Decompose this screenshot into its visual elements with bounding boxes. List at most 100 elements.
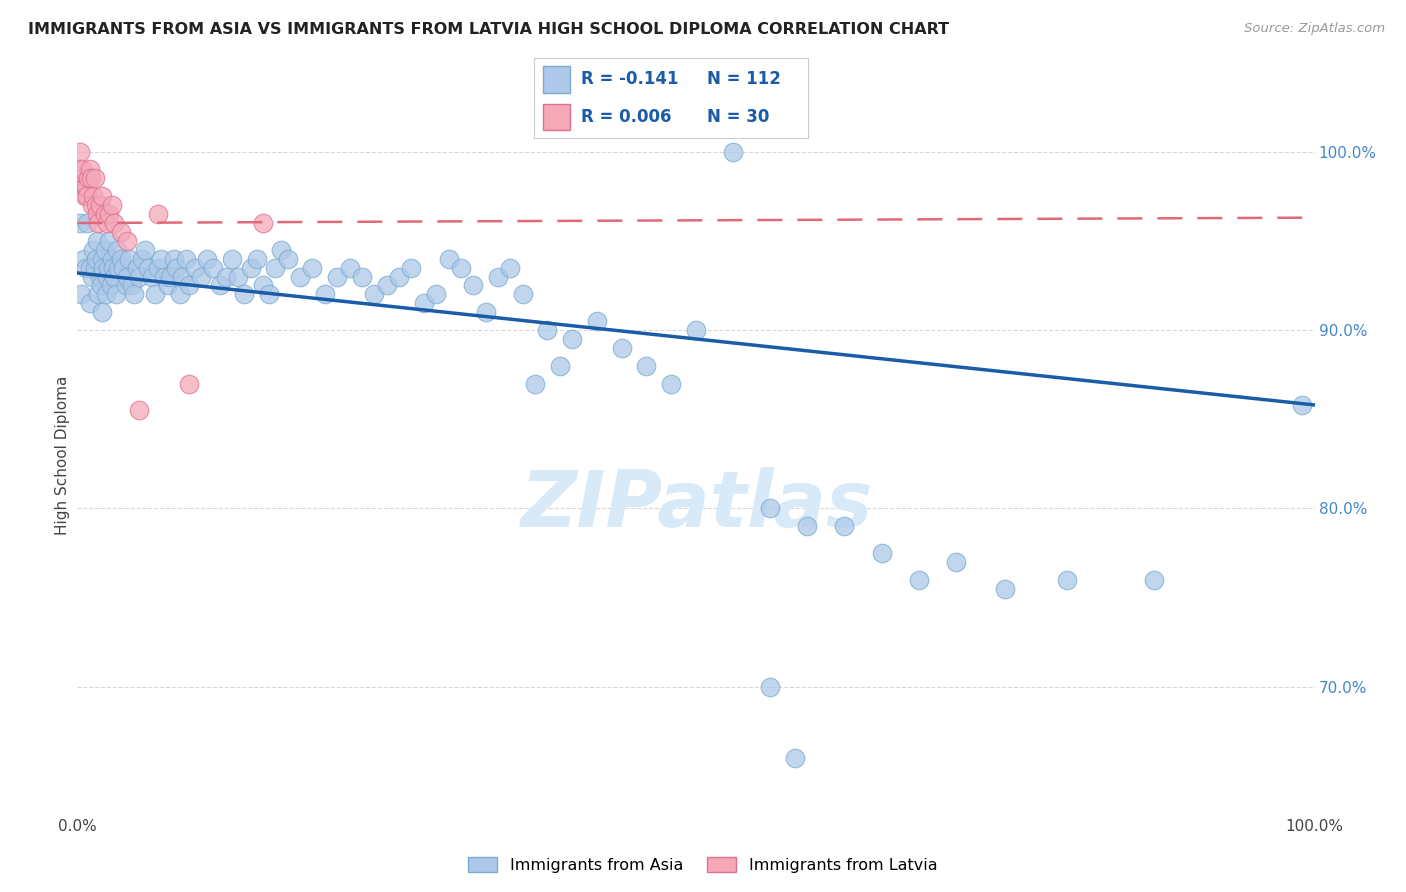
Point xyxy=(98,234,121,248)
Point xyxy=(136,260,159,275)
Point xyxy=(93,243,115,257)
Legend: Immigrants from Asia, Immigrants from Latvia: Immigrants from Asia, Immigrants from La… xyxy=(463,851,943,880)
Point xyxy=(82,198,104,212)
Point xyxy=(195,252,218,266)
Point xyxy=(177,278,200,293)
Point xyxy=(73,189,96,203)
Point xyxy=(122,287,145,301)
Point xyxy=(437,252,460,266)
Point xyxy=(105,243,128,257)
Point xyxy=(84,198,107,212)
Point xyxy=(69,145,91,159)
Point xyxy=(134,243,156,257)
Point xyxy=(125,260,148,275)
Point xyxy=(907,573,929,587)
Point xyxy=(561,332,583,346)
Point xyxy=(82,269,104,284)
Point xyxy=(77,171,100,186)
Point xyxy=(659,376,682,391)
Point xyxy=(110,225,132,239)
Point xyxy=(90,278,112,293)
Point xyxy=(96,269,118,284)
Point xyxy=(945,555,967,569)
Point xyxy=(326,269,349,284)
Point xyxy=(110,252,132,266)
Point xyxy=(87,216,110,230)
Point xyxy=(375,278,398,293)
Point xyxy=(350,269,373,284)
Point xyxy=(75,180,97,194)
Point xyxy=(79,260,101,275)
Point xyxy=(72,252,94,266)
Point xyxy=(586,314,609,328)
Text: R = 0.006: R = 0.006 xyxy=(581,108,672,126)
Text: N = 112: N = 112 xyxy=(707,70,780,88)
Point xyxy=(91,189,114,203)
Point xyxy=(94,287,117,301)
Point xyxy=(1143,573,1166,587)
Point xyxy=(76,189,98,203)
Point xyxy=(783,751,806,765)
Point xyxy=(103,269,125,284)
Point xyxy=(79,296,101,310)
Point xyxy=(174,252,197,266)
Point xyxy=(100,278,122,293)
Point xyxy=(1056,573,1078,587)
Y-axis label: High School Diploma: High School Diploma xyxy=(55,376,70,534)
Point xyxy=(169,287,191,301)
Point xyxy=(82,189,104,203)
FancyBboxPatch shape xyxy=(543,66,569,93)
Point xyxy=(536,323,558,337)
Point xyxy=(512,287,534,301)
Point xyxy=(412,296,434,310)
Point xyxy=(107,260,129,275)
Point xyxy=(89,198,111,212)
Point xyxy=(277,252,299,266)
Point xyxy=(103,216,125,230)
Point xyxy=(141,269,163,284)
Point xyxy=(252,278,274,293)
Point xyxy=(128,269,150,284)
Point xyxy=(72,162,94,177)
Point xyxy=(114,278,136,293)
Point xyxy=(131,252,153,266)
Point xyxy=(524,376,547,391)
Point xyxy=(91,252,114,266)
Point xyxy=(474,305,496,319)
Text: R = -0.141: R = -0.141 xyxy=(581,70,678,88)
Point xyxy=(87,287,110,301)
Point xyxy=(239,260,262,275)
Point xyxy=(86,207,108,221)
Point xyxy=(463,278,485,293)
Point xyxy=(96,216,118,230)
Point xyxy=(103,260,125,275)
Point xyxy=(67,162,90,177)
Point xyxy=(146,260,169,275)
Point xyxy=(548,359,571,373)
Point xyxy=(636,359,658,373)
Point xyxy=(363,287,385,301)
Point xyxy=(685,323,707,337)
Point xyxy=(246,252,269,266)
Point xyxy=(121,278,143,293)
Point xyxy=(165,260,187,275)
Point xyxy=(759,501,782,516)
Point xyxy=(796,519,818,533)
Point xyxy=(610,341,633,355)
Point xyxy=(83,260,105,275)
Point xyxy=(721,145,744,159)
Point xyxy=(112,260,135,275)
Point xyxy=(101,198,124,212)
Point xyxy=(128,403,150,417)
Point xyxy=(177,376,200,391)
Point xyxy=(156,278,179,293)
Point xyxy=(208,278,231,293)
Point xyxy=(425,287,447,301)
Point xyxy=(288,269,311,284)
Text: Source: ZipAtlas.com: Source: ZipAtlas.com xyxy=(1244,22,1385,36)
Point xyxy=(172,269,194,284)
Point xyxy=(75,260,97,275)
Point xyxy=(104,287,127,301)
Point xyxy=(98,207,121,221)
Point xyxy=(870,546,893,560)
